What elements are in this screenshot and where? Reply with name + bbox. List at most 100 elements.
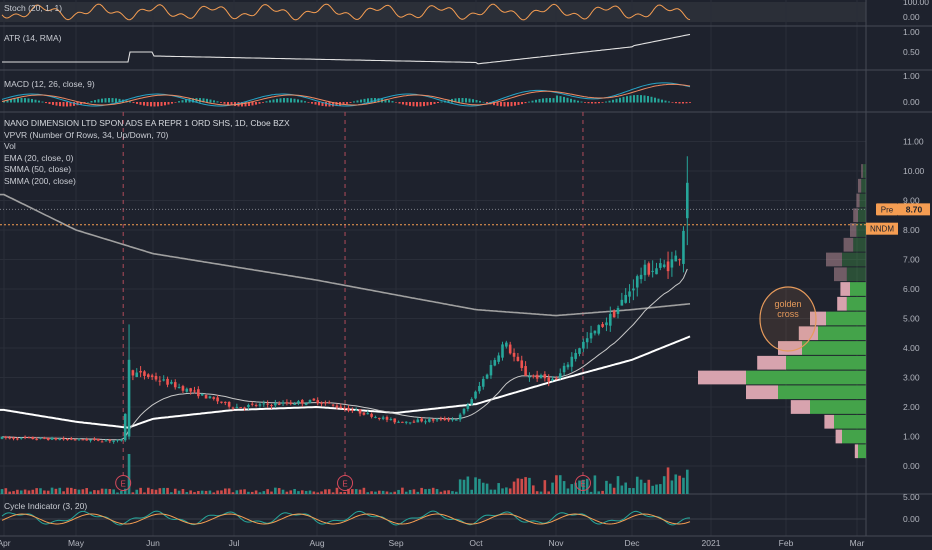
volume-bar-161 — [620, 485, 624, 494]
indicator-volume[interactable]: Vol — [4, 141, 16, 151]
candle-body-66 — [254, 404, 258, 406]
candle-body-73 — [281, 402, 285, 404]
candle-body-42 — [162, 379, 165, 381]
macd-hist-bar-8 — [31, 98, 33, 103]
macd-hist-bar-47 — [167, 102, 170, 105]
volume-bar-163 — [628, 487, 631, 494]
macd-panel-label: MACD (12, 26, close, 9) — [4, 79, 95, 89]
stoch-panel-label: Stoch (20, 1, 1) — [4, 3, 63, 13]
earnings-marker-label-1: E — [342, 480, 347, 489]
smma-200-line — [0, 193, 691, 317]
symbol-title: NANO DIMENSION LTD SPON ADS EA REPR 1 OR… — [4, 118, 290, 128]
macd-hist-bar-44 — [157, 102, 159, 107]
volume-bar-132 — [508, 488, 512, 494]
vp-row-up-4 — [778, 385, 866, 400]
volume-bar-21 — [81, 489, 85, 494]
candle-body-51 — [197, 389, 200, 397]
vp-row-up-18 — [861, 178, 866, 193]
candle-body-84 — [324, 402, 327, 404]
x-axis-label-may: May — [68, 538, 85, 548]
volume-bar-156 — [601, 490, 604, 494]
candle-body-118 — [455, 419, 458, 421]
candle-body-75 — [289, 402, 293, 404]
volume-bar-99 — [381, 490, 385, 494]
macd-hist-bar-24 — [87, 101, 89, 103]
volume-bar-96 — [370, 491, 373, 494]
candle-body-160 — [616, 308, 620, 314]
candle-body-52 — [200, 393, 204, 396]
macd-hist-bar-156 — [549, 98, 551, 103]
volume-bar-102 — [393, 491, 396, 494]
volume-bar-151 — [582, 479, 585, 494]
volume-bar-71 — [274, 487, 277, 494]
volume-bar-67 — [258, 492, 262, 494]
volume-bar-121 — [466, 476, 470, 494]
golden-cross-annotation: golden cross — [768, 299, 808, 319]
indicator-smma-50[interactable]: SMMA (50, close) — [4, 164, 72, 174]
macd-hist-bar-169 — [594, 102, 597, 104]
vp-row-up-9 — [826, 311, 866, 326]
volume-bar-17 — [66, 487, 69, 494]
indicator-smma-200[interactable]: SMMA (200, close) — [4, 175, 76, 186]
volume-bar-88 — [339, 492, 343, 494]
candle-body-88 — [339, 406, 343, 409]
volume-bar-30 — [116, 492, 119, 494]
candle-body-36 — [139, 370, 142, 373]
candle-body-4 — [16, 438, 19, 440]
candle-body-140 — [539, 375, 543, 379]
macd-hist-bar-1 — [6, 99, 9, 103]
candle-body-10 — [39, 437, 42, 439]
macd-hist-bar-181 — [636, 95, 639, 103]
macd-hist-bar-81 — [286, 98, 289, 103]
indicator-vpvr[interactable]: VPVR (Number Of Rows, 34, Up/Down, 70) — [4, 129, 169, 140]
candle-body-124 — [478, 385, 481, 392]
candle-body-96 — [370, 413, 373, 417]
candle-body-97 — [374, 416, 377, 418]
macd-hist-bar-155 — [545, 98, 548, 103]
volume-bar-11 — [43, 490, 46, 494]
volume-bar-45 — [173, 488, 177, 494]
candle-body-176 — [678, 259, 681, 261]
macd-hist-bar-188 — [661, 99, 663, 103]
volume-bar-144 — [555, 475, 558, 494]
volume-bar-128 — [493, 489, 497, 494]
macd-tick-0: 1.00 — [903, 71, 920, 81]
volume-bar-66 — [254, 490, 258, 494]
vp-row-up-6 — [786, 355, 866, 370]
candle-body-63 — [243, 407, 246, 409]
volume-bar-162 — [624, 482, 627, 494]
macd-hist-bar-122 — [430, 102, 432, 105]
volume-bar-27 — [104, 488, 108, 494]
indicator-ema[interactable]: EMA (20, close, 0) — [4, 152, 74, 163]
candle-body-132 — [508, 344, 512, 354]
candle-body-80 — [308, 399, 312, 403]
macd-hist-bar-179 — [629, 95, 632, 103]
candle-body-25 — [96, 438, 100, 441]
macd-hist-bar-6 — [24, 98, 26, 103]
candle-body-46 — [177, 386, 181, 388]
candle-body-50 — [193, 390, 196, 392]
candle-body-168 — [647, 263, 651, 275]
macd-hist-bar-85 — [300, 100, 303, 103]
vp-row-down-14 — [843, 237, 854, 252]
volume-bar-24 — [93, 490, 96, 494]
macd-hist-bar-79 — [279, 98, 282, 103]
candle-body-117 — [451, 419, 454, 421]
candle-body-56 — [216, 397, 219, 402]
candle-body-57 — [220, 401, 223, 403]
macd-hist-bar-131 — [461, 98, 464, 103]
volume-bar-100 — [385, 491, 389, 494]
vp-row-down-13 — [826, 252, 842, 267]
macd-hist-bar-90 — [318, 102, 320, 106]
volume-bar-101 — [389, 492, 393, 494]
main-tick-2: 9.00 — [903, 196, 920, 206]
macd-hist-bar-63 — [223, 102, 226, 104]
volume-bar-89 — [343, 491, 346, 494]
volume-bar-90 — [347, 488, 350, 494]
volume-bar-112 — [431, 487, 435, 494]
main-tick-11: 0.00 — [903, 461, 920, 471]
vp-row-down-3 — [790, 400, 810, 414]
macd-hist-bar-113 — [398, 102, 401, 104]
volume-bar-176 — [678, 475, 681, 494]
